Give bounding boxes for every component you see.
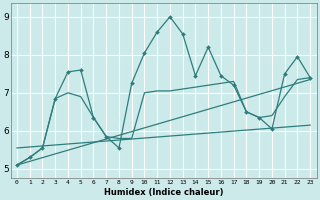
- X-axis label: Humidex (Indice chaleur): Humidex (Indice chaleur): [104, 188, 223, 197]
